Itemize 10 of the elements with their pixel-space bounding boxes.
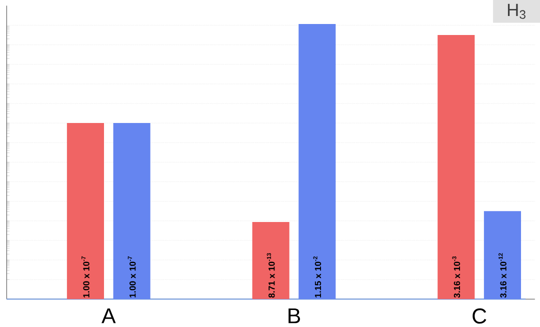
data-label: 1.00 x 10$^{-7}$	[82, 256, 90, 298]
data-label: 8.71 x 10$^{-13}$	[266, 253, 275, 298]
data-label: 3.16 x 10$^{-12}$	[498, 253, 506, 298]
x-tick-label: C	[472, 308, 486, 324]
data-label: 1.00 x 10$^{-7}$	[128, 256, 136, 298]
x-tick-label: B	[288, 308, 300, 324]
x-tick-label: A	[102, 308, 116, 324]
annotation: H$_{3}$	[508, 4, 526, 19]
data-label: 1.15 x 10$^{-2}$	[313, 256, 322, 298]
data-label: 3.16 x 10$^{-3}$	[452, 256, 460, 298]
